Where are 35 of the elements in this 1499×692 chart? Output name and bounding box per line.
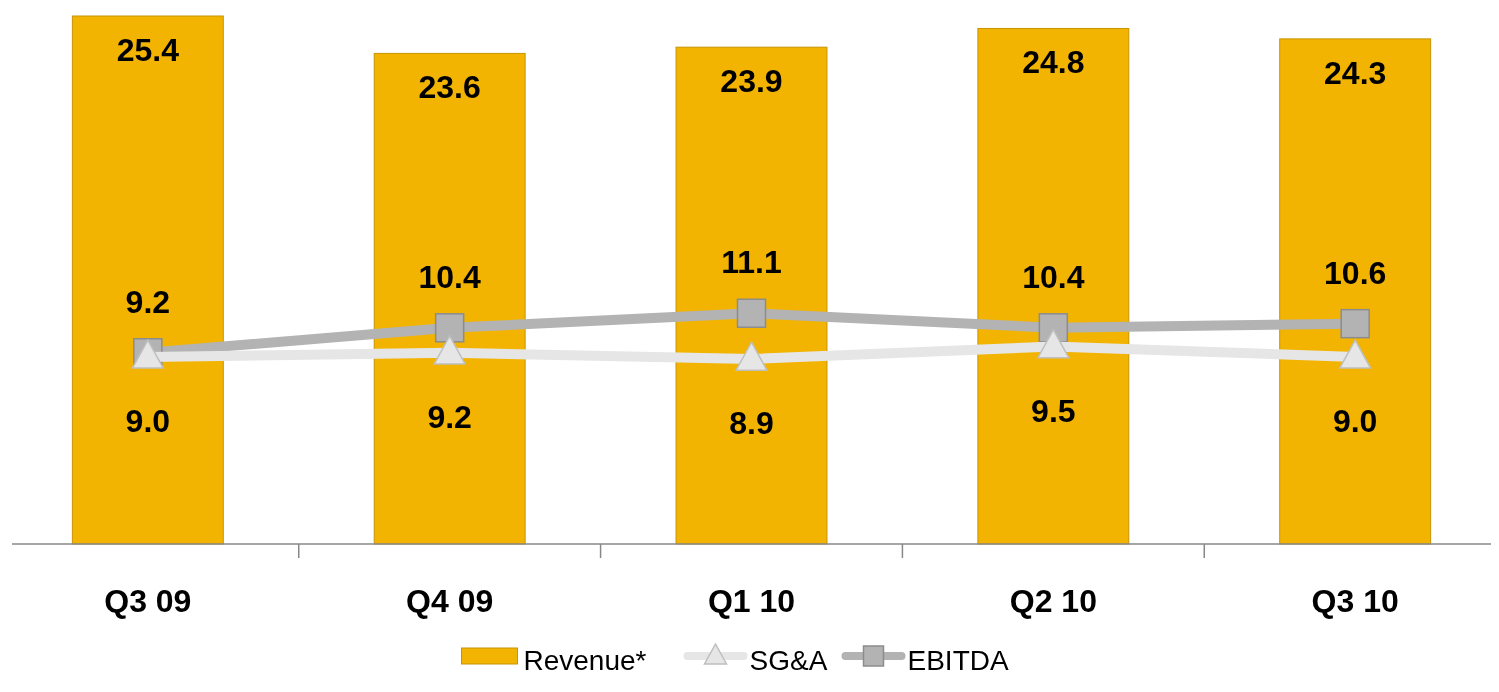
point: [433, 335, 466, 365]
x-tick-label: Q2 10: [1009, 583, 1097, 619]
point: [735, 341, 768, 371]
data-label: 10.4: [1022, 258, 1085, 295]
bar: [1279, 38, 1432, 545]
legend-label: SG&A: [749, 645, 828, 676]
legend-label: Revenue*: [523, 645, 647, 676]
x-tick-label: Q4 09: [406, 583, 494, 619]
point: [1037, 328, 1070, 359]
legend-label: EBITDA: [907, 645, 1009, 676]
data-label: 24.3: [1324, 54, 1387, 91]
x-tick-label: Q1 10: [707, 583, 796, 619]
point: [1340, 308, 1370, 339]
bar: [71, 15, 224, 545]
data-label: 24.8: [1022, 44, 1085, 81]
bar: [977, 27, 1130, 545]
data-label: 9.2: [125, 283, 171, 320]
data-label: 9.0: [125, 402, 171, 439]
data-label: 23.9: [720, 63, 783, 100]
data-label: 25.4: [116, 32, 180, 68]
point: [1339, 339, 1372, 369]
data-label: 23.6: [418, 69, 481, 106]
point: [736, 298, 767, 329]
bar: [675, 46, 828, 545]
bar: [373, 52, 526, 545]
data-label: 9.5: [1031, 392, 1076, 429]
point: [434, 313, 465, 343]
data-label: 9.0: [1332, 402, 1378, 439]
data-label: 11.1: [721, 244, 782, 281]
x-tick-label: Q3 10: [1311, 583, 1399, 619]
data-label: 10.6: [1324, 254, 1387, 291]
data-label: 9.2: [427, 398, 472, 435]
data-label: 8.9: [729, 404, 774, 441]
data-label: 10.4: [418, 258, 482, 295]
x-tick-label: Q3 09: [104, 583, 192, 619]
